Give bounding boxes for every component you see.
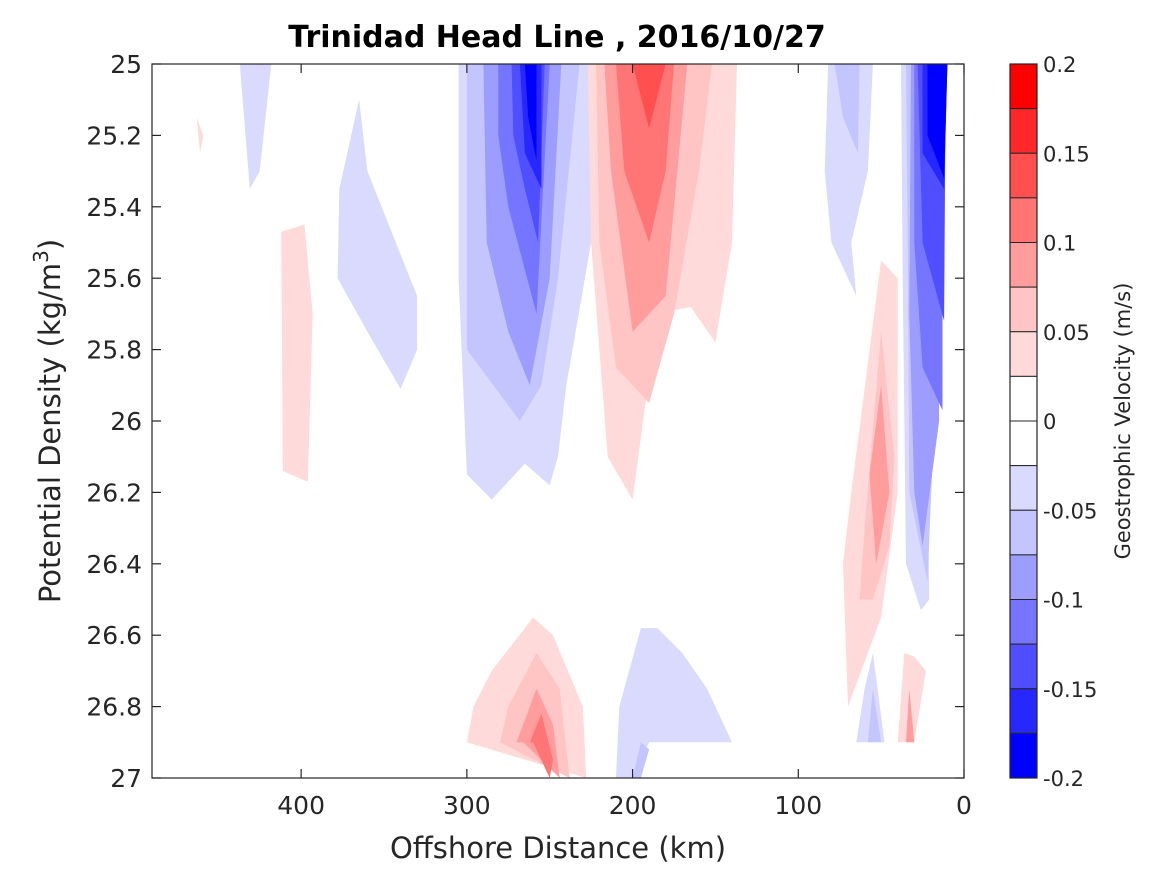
x-tick-label: 300 [443,791,491,820]
colorbar-level [1009,152,1038,199]
y-tick-label: 27 [110,764,142,793]
x-tick-label: 100 [774,791,822,820]
y-axis-label-sup: 3 [29,250,53,263]
y-tick-label: 26.2 [86,478,142,507]
colorbar-level [1009,509,1038,556]
contour-pos-jet-l4 [616,64,674,243]
y-axis-label-close: ) [33,239,67,250]
y-tick-label: 25.6 [86,264,142,293]
colorbar-tick-label: -0.2 [1043,767,1084,791]
colorbar-tick-label: -0.1 [1043,589,1084,613]
contour-pos-near-l3 [869,385,890,564]
x-tick-label: 200 [609,791,657,820]
contour-neg-deep-l1 [616,628,732,778]
contour-neg-jet-l7 [524,64,537,161]
contour-neg-band-350 [337,99,418,389]
y-axis: 25 25.2 25.4 25.6 25.8 26 26.2 26.4 26.6 26.8 27 [86,50,964,793]
colorbar-level [1009,554,1038,600]
y-tick-label: 26 [110,407,142,436]
colorbar-level [1009,643,1038,690]
colorbar-tick-label: 0.2 [1043,53,1076,77]
x-tick-label: 0 [956,791,972,820]
colorbar-level [1009,375,1038,422]
y-axis-label: Potential Density (kg/m3) [29,239,67,603]
colorbar-level [1009,286,1038,333]
contour-neg-band-430 [239,64,272,189]
colorbar-tick-label: 0.05 [1043,321,1090,345]
colorbar-tick-label: -0.15 [1043,678,1097,702]
y-axis-label-main: Potential Density (kg/m [33,263,67,603]
colorbar-level [1009,242,1038,288]
colorbar-tick-label: -0.05 [1043,499,1097,523]
y-tick-label: 26.8 [86,693,142,722]
colorbar-frame [1009,63,1038,779]
colorbar-level [1009,688,1038,734]
colorbar-level [1009,331,1038,377]
y-tick-label: 25.8 [86,336,142,365]
chart-title: Trinidad Head Line , 2016/10/27 [288,20,825,55]
contour-pos-jet-l5 [632,64,666,129]
colorbar-level [1009,420,1038,467]
x-tick-label: 400 [277,791,325,820]
contour-neg-deep-l2 [632,742,650,778]
contour-pos-band-405 [281,224,313,482]
colorbar-level [1009,63,1038,110]
y-tick-label: 26.4 [86,550,142,579]
contour-neg-near-l1 [824,64,873,296]
y-tick-label: 25.4 [86,193,142,222]
contour-neg-near-l2 [834,64,860,154]
colorbar-tick-label: 0.15 [1043,142,1090,166]
x-axis: 400 300 200 100 0 [277,64,972,820]
colorbar-level [1009,732,1038,779]
colorbar-level [1009,108,1038,154]
colorbar-label: Geostrophic Velocity (m/s) [1111,283,1135,560]
contour-neg-coast-l7 [927,64,948,179]
colorbar-tick-label: 0.1 [1043,232,1076,256]
contour-regions [196,64,948,778]
y-tick-label: 25 [110,50,142,79]
contour-pos-bottom-l1 [897,653,926,743]
colorbar: 0.2 0.15 0.1 0.05 0 -0.05 -0.1 -0.15 -0.2 [1009,53,1097,791]
x-axis-label: Offshore Distance (km) [390,831,726,865]
contour-pos-deep-l4 [529,713,553,778]
colorbar-level [1009,599,1038,645]
contour-pos-spot-460 [196,117,204,154]
y-tick-label: 25.2 [86,121,142,150]
colorbar-tick-label: 0 [1043,410,1056,434]
contour-neg-bottom-l2 [867,688,882,743]
colorbar-level [1009,465,1038,511]
colorbar-level [1009,197,1038,243]
contour-pos-bottom-l2 [906,688,915,743]
y-tick-label: 26.6 [86,621,142,650]
